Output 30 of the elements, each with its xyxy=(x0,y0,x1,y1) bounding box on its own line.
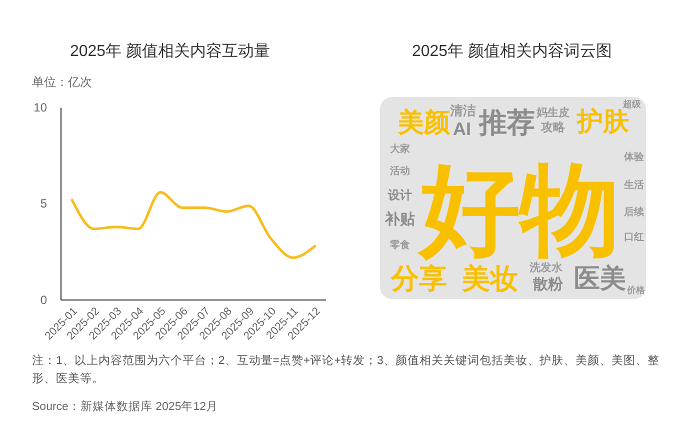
y-tick-label: 10 xyxy=(34,100,48,115)
source-note: Source：新媒体数据库 2025年12月 xyxy=(32,399,220,415)
text: 分享 xyxy=(390,263,447,294)
text: 体验 xyxy=(623,151,645,163)
line-series xyxy=(70,191,316,259)
y-tick-label: 5 xyxy=(40,196,48,211)
text: 补贴 xyxy=(384,210,415,228)
text: 清洁 xyxy=(449,103,476,118)
text: 大家 xyxy=(389,143,410,155)
text: AI xyxy=(453,119,471,139)
y-tick-label: 0 xyxy=(40,292,48,307)
text: 注：1、以上内容范围为六个平台；2、互动量=点赞+评论+转发；3、颜值相关关键词包括美妆、护肤、美颜、美图、整形、医美等。 xyxy=(32,353,660,387)
text: 设计 xyxy=(387,188,412,202)
text: 2025年 颜值相关内容词云图 xyxy=(412,42,612,60)
chart-title: 2025年 颜值相关内容互动量 xyxy=(70,42,270,60)
text: 超级 xyxy=(622,99,642,109)
text: 美颜 xyxy=(397,107,451,137)
text: 妈生皮 xyxy=(536,106,570,119)
text: 零食 xyxy=(389,239,410,251)
text: 活动 xyxy=(389,165,410,177)
text: 口红 xyxy=(624,231,644,243)
text: 生活 xyxy=(623,179,644,191)
text: 攻略 xyxy=(540,120,566,134)
text: 医美 xyxy=(574,263,626,293)
y-axis-title: 单位：亿次 xyxy=(32,75,92,89)
text: 推荐 xyxy=(478,107,535,138)
text: 价格 xyxy=(626,285,646,295)
text: 美妆 xyxy=(461,263,518,294)
text: 散粉 xyxy=(532,276,564,293)
text: 后续 xyxy=(623,206,645,218)
